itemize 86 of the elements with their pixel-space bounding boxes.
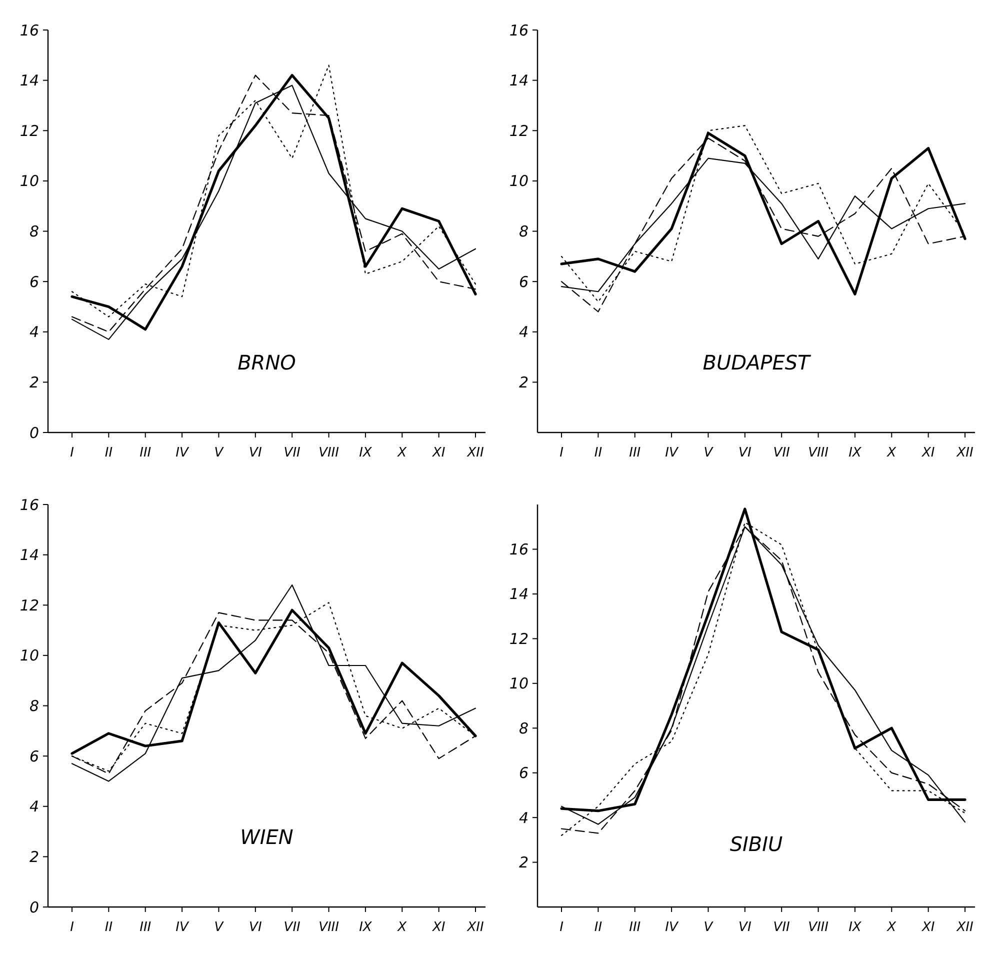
y-tick-label: 10 <box>20 172 39 190</box>
y-tick-label: 2 <box>29 848 39 866</box>
y-tick-label: 10 <box>509 172 528 190</box>
x-tick-label: III <box>629 446 641 460</box>
x-tick-label: II <box>104 446 113 460</box>
x-tick-label: IX <box>848 920 862 935</box>
y-tick-label: 16 <box>20 21 39 40</box>
y-tick-label: 16 <box>509 21 528 40</box>
x-tick-label: IV <box>665 920 680 935</box>
y-tick-label: 14 <box>20 546 39 564</box>
text: BRNO <box>238 350 296 375</box>
x-tick-label: V <box>704 920 714 935</box>
x-tick-label: VII <box>284 446 301 460</box>
x-tick-label: V <box>214 446 224 460</box>
y-tick-label: 14 <box>509 585 528 604</box>
y-tick-label: 6 <box>29 272 39 291</box>
x-tick-label: IV <box>176 446 190 460</box>
x-tick-label: III <box>629 920 641 935</box>
text: WIEN <box>240 825 294 850</box>
x-tick-label: VIII <box>318 446 340 460</box>
y-tick-label: 12 <box>20 596 39 614</box>
x-tick-label: X <box>396 920 408 935</box>
y-tick-label: 4 <box>518 323 528 342</box>
y-tick-label: 10 <box>20 646 39 665</box>
x-tick-label: IX <box>359 920 373 935</box>
x-tick-label: V <box>214 920 224 935</box>
x-tick-label: XII <box>956 920 974 935</box>
y-tick-label: 6 <box>29 747 39 766</box>
x-tick-label: VI <box>738 920 752 935</box>
y-tick-label: 4 <box>29 798 39 816</box>
y-tick-label: 2 <box>518 854 528 872</box>
x-tick-label: II <box>594 920 602 935</box>
y-tick-label: 0 <box>29 424 39 442</box>
x-tick-label: VII <box>773 920 790 935</box>
x-tick-label: XII <box>956 446 974 460</box>
x-tick-label: VII <box>284 920 301 935</box>
x-tick-label: II <box>594 446 602 460</box>
x-tick-label: XI <box>431 920 446 935</box>
text: SIBIU <box>730 832 784 856</box>
x-tick-label: I <box>560 920 564 935</box>
x-tick-label: V <box>704 446 714 460</box>
x-tick-label: I <box>70 920 74 935</box>
x-tick-label: VI <box>249 446 262 460</box>
y-tick-label: 6 <box>518 272 528 291</box>
y-tick-label: 12 <box>509 122 528 140</box>
y-tick-label: 2 <box>29 373 39 392</box>
y-tick-label: 14 <box>20 72 39 90</box>
x-tick-label: VIII <box>808 920 829 935</box>
y-tick-label: 2 <box>518 373 528 392</box>
y-tick-label: 8 <box>29 222 39 240</box>
y-tick-label: 16 <box>20 496 39 514</box>
x-tick-label: I <box>70 446 74 460</box>
y-tick-label: 12 <box>20 122 39 140</box>
x-tick-label: IX <box>848 446 862 460</box>
y-tick-label: 10 <box>509 674 528 693</box>
x-tick-label: IV <box>665 446 680 460</box>
y-tick-label: 8 <box>29 697 39 715</box>
y-tick-label: 4 <box>518 808 528 827</box>
x-tick-label: XI <box>920 920 935 935</box>
x-tick-label: III <box>140 446 152 460</box>
y-tick-label: 8 <box>518 719 528 738</box>
y-tick-label: 16 <box>509 540 528 558</box>
y-tick-label: 12 <box>509 630 528 648</box>
x-tick-label: XI <box>431 446 446 460</box>
x-tick-label: I <box>560 446 564 460</box>
x-tick-label: X <box>886 446 898 460</box>
y-tick-label: 6 <box>518 764 528 782</box>
x-tick-label: IV <box>176 920 190 935</box>
x-tick-label: VIII <box>318 920 340 935</box>
x-tick-label: VII <box>773 446 790 460</box>
x-tick-label: X <box>396 446 408 460</box>
y-tick-label: 4 <box>29 323 39 342</box>
text: BUDAPEST <box>702 350 812 375</box>
y-tick-label: 0 <box>29 898 39 916</box>
x-tick-label: VI <box>738 446 752 460</box>
x-tick-label: IX <box>359 446 373 460</box>
y-tick-label: 14 <box>509 72 528 90</box>
x-tick-label: VI <box>249 920 262 935</box>
x-tick-label: XII <box>466 920 484 935</box>
x-tick-label: XII <box>466 446 484 460</box>
x-tick-label: XI <box>920 446 935 460</box>
x-tick-label: III <box>140 920 152 935</box>
y-tick-label: 8 <box>518 222 528 240</box>
x-tick-label: VIII <box>808 446 829 460</box>
x-tick-label: X <box>886 920 898 935</box>
x-tick-label: II <box>104 920 113 935</box>
